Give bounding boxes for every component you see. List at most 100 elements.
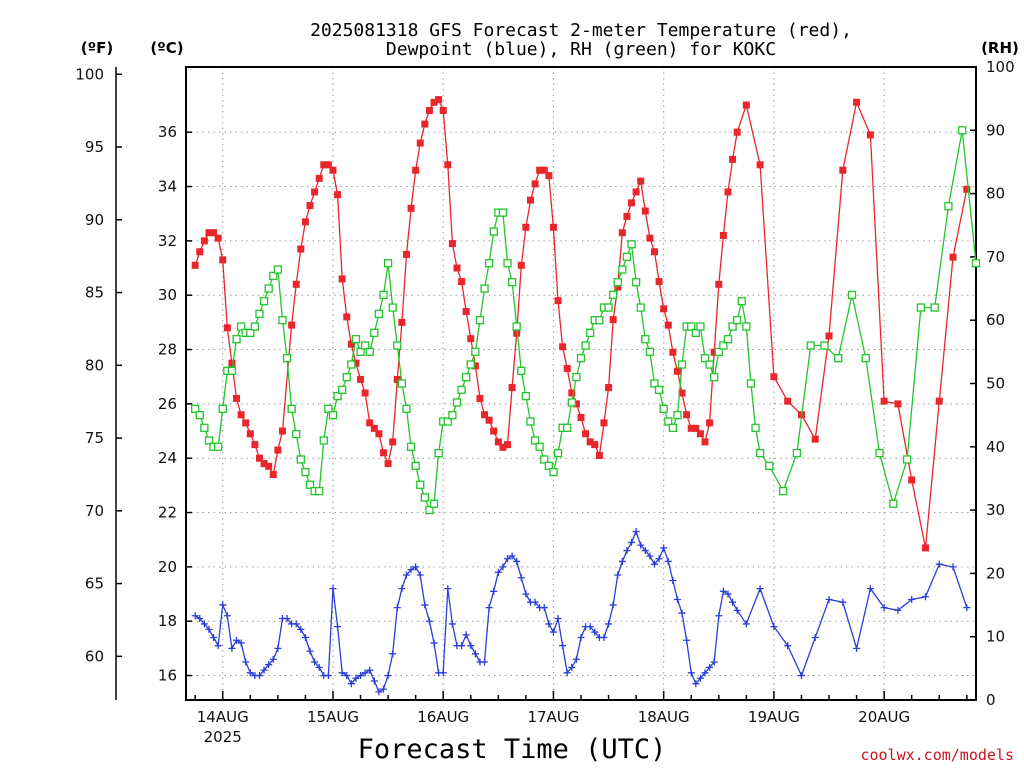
rh-point bbox=[540, 455, 549, 464]
dewpoint-point bbox=[646, 552, 654, 560]
dewpoint-point bbox=[710, 658, 718, 666]
dewpoint-point bbox=[908, 595, 916, 603]
rh-point bbox=[484, 259, 494, 268]
dewpoint-point bbox=[301, 634, 309, 642]
rh-point bbox=[214, 442, 223, 451]
rh-point bbox=[861, 354, 870, 363]
rh-tick-label: 90 bbox=[986, 121, 1005, 139]
dewpoint-point bbox=[214, 642, 222, 650]
rh-point bbox=[411, 461, 420, 470]
temperature-point bbox=[320, 161, 328, 169]
dewpoint-point bbox=[894, 606, 902, 614]
rh-point bbox=[659, 404, 668, 413]
rh-point bbox=[195, 410, 204, 420]
rh-point bbox=[218, 404, 227, 413]
rh-point bbox=[691, 328, 700, 338]
dewpoint-point bbox=[513, 557, 521, 565]
rh-point bbox=[365, 347, 374, 357]
temperature-point bbox=[628, 199, 636, 207]
dewpoint-point bbox=[586, 623, 594, 631]
rh-point bbox=[305, 480, 315, 489]
temperature-point bbox=[288, 321, 296, 329]
dewpoint-point bbox=[338, 669, 346, 677]
temperature-point bbox=[637, 177, 645, 185]
dewpoint-point bbox=[380, 685, 387, 693]
dewpoint-point bbox=[701, 669, 709, 677]
rh-tick-label: 10 bbox=[986, 628, 1005, 646]
rh-point bbox=[755, 448, 765, 458]
dewpoint-point bbox=[545, 620, 553, 628]
rh-point bbox=[342, 373, 351, 382]
dewpoint-point bbox=[706, 663, 714, 671]
dewpoint-point bbox=[756, 585, 764, 593]
dewpoint-point bbox=[825, 595, 833, 603]
rh-point bbox=[944, 202, 953, 211]
rh-point bbox=[544, 461, 553, 470]
fahrenheit-tick-label: 90 bbox=[85, 211, 104, 229]
dewpoint-point bbox=[421, 601, 429, 609]
rh-point bbox=[278, 316, 287, 325]
dewpoint-point bbox=[366, 666, 374, 674]
dewpoint-point bbox=[490, 587, 498, 595]
temperature-point bbox=[269, 471, 277, 479]
temperature-point bbox=[508, 384, 516, 392]
temperature-point bbox=[678, 389, 686, 397]
celsius-tick-label: 28 bbox=[158, 341, 177, 359]
rh-point bbox=[507, 278, 517, 287]
rh-point bbox=[452, 398, 462, 407]
celsius-unit-label: (ºC) bbox=[150, 39, 183, 57]
temperature-point bbox=[600, 419, 608, 427]
dewpoint-point bbox=[623, 547, 631, 555]
dewpoint-point bbox=[412, 563, 420, 571]
credit-label: coolwx.com/models bbox=[860, 746, 1014, 764]
chart-title-line-1: 2025081318 GFS Forecast 2-meter Temperat… bbox=[310, 20, 852, 41]
rh-point bbox=[227, 366, 237, 375]
dewpoint-point bbox=[563, 669, 571, 677]
rh-point bbox=[636, 303, 645, 312]
temperature-point bbox=[448, 240, 456, 248]
temperature-point bbox=[481, 411, 489, 419]
rh-point bbox=[714, 347, 723, 357]
temperature-point bbox=[526, 196, 534, 204]
rh-point bbox=[333, 392, 342, 401]
temperature-point bbox=[729, 155, 737, 163]
rh-point bbox=[379, 290, 388, 300]
rh-point bbox=[383, 259, 393, 268]
temperature-point bbox=[605, 384, 613, 392]
dewpoint-point bbox=[522, 590, 530, 598]
celsius-tick-label: 18 bbox=[158, 612, 177, 630]
fahrenheit-unit-label: (ºF) bbox=[81, 39, 113, 57]
temperature-point bbox=[393, 375, 401, 383]
rh-point bbox=[462, 373, 471, 382]
temperature-point bbox=[255, 454, 263, 462]
temperature-point bbox=[315, 174, 323, 182]
temperature-point bbox=[701, 438, 709, 446]
rh-point bbox=[475, 316, 485, 325]
rh-point bbox=[512, 322, 521, 331]
rh-point bbox=[282, 354, 292, 363]
rh-point bbox=[347, 360, 356, 369]
dewpoint-point bbox=[315, 663, 323, 671]
temperature-point bbox=[233, 394, 241, 402]
rh-point bbox=[742, 322, 751, 331]
temperature-point bbox=[618, 229, 626, 237]
rh-point bbox=[420, 493, 429, 502]
temperature-point bbox=[591, 441, 599, 449]
temperature-point bbox=[908, 476, 916, 484]
temperature-point bbox=[536, 166, 544, 174]
dewpoint-point bbox=[650, 560, 658, 568]
temperature-point bbox=[710, 348, 718, 356]
rh-point bbox=[232, 335, 241, 344]
temperature-point bbox=[219, 256, 227, 264]
dewpoint-point bbox=[605, 620, 613, 628]
dewpoint-point bbox=[715, 612, 723, 620]
temperature-point bbox=[692, 424, 700, 432]
temperature-point bbox=[398, 318, 406, 326]
dewpoint-point bbox=[921, 593, 929, 601]
dewpoint-point bbox=[784, 642, 792, 650]
temperature-point bbox=[214, 234, 222, 242]
temperature-point bbox=[200, 237, 208, 245]
temperature-point bbox=[476, 394, 484, 402]
dewpoint-series-line bbox=[194, 529, 968, 693]
dewpoint-point bbox=[935, 560, 943, 568]
